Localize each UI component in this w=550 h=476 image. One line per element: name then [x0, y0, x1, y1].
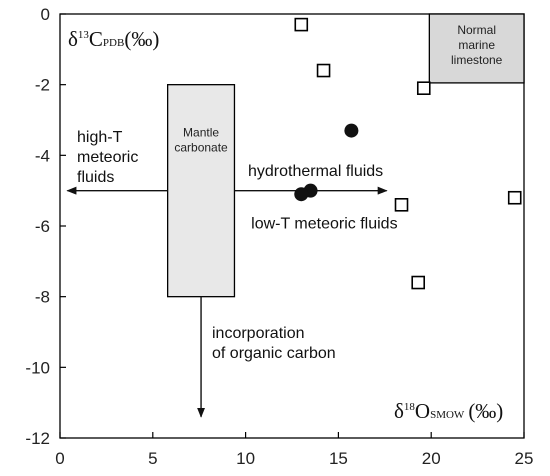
x-tick-label: 25: [515, 449, 534, 468]
boxes-layer: [166, 13, 525, 298]
open-square-point: [316, 63, 331, 78]
arrow-label-line: of organic carbon: [212, 345, 336, 362]
arrow-label-line: fluids: [77, 169, 114, 186]
box-label-line: carbonate: [174, 141, 228, 155]
open-square-point: [416, 81, 431, 95]
y-tick-label: 0: [41, 5, 50, 24]
x-tick-label: 10: [236, 449, 255, 468]
y-tick-label: -10: [25, 358, 50, 377]
x-tick-label: 0: [55, 449, 64, 468]
y-tick-label: -8: [35, 288, 50, 307]
x-axis-title-unit: (‰): [468, 399, 503, 423]
mantle-carbonate-box: [166, 84, 236, 298]
arrow-label-line: hydrothermal fluids: [248, 163, 383, 180]
y-tick-label: -4: [35, 146, 50, 165]
annotation-label: low-T meteoric fluids: [251, 215, 397, 232]
x-axis-title: δ18OSMOW (‰): [394, 399, 503, 423]
points-layer: [294, 17, 522, 290]
x-tick-label: 15: [329, 449, 348, 468]
box-label-line: Normal: [457, 23, 496, 37]
open-square-point: [394, 198, 409, 212]
box-label-line: limestone: [451, 53, 503, 67]
y-axis-title-sup: 13: [78, 29, 90, 41]
y-axis-title-unit: (‰): [124, 27, 159, 51]
filled-circle-point: [294, 187, 309, 202]
ticks-layer: 0 5 10 15 20 25 0 -2 -4 -6 -8 -10 -12: [25, 5, 533, 468]
arrow-label-line: incorporation: [212, 325, 305, 342]
y-tick-label: -6: [35, 217, 50, 236]
open-square-point: [294, 17, 309, 32]
x-axis-title-base: O: [415, 399, 430, 423]
y-tick-label: -2: [35, 76, 50, 95]
box-label-line: marine: [458, 38, 495, 52]
x-axis-title-sup: 18: [404, 401, 416, 413]
x-axis-title-main: δ: [394, 399, 404, 423]
normal-marine-limestone-box: [428, 13, 525, 84]
x-tick-label: 5: [148, 449, 157, 468]
arrow-label-line: meteoric: [77, 149, 138, 166]
filled-circle-point: [344, 123, 359, 138]
y-axis-title-main: δ: [68, 27, 78, 51]
arrow-label-line: high-T: [77, 129, 123, 146]
y-axis-title-sub: PDB: [103, 37, 124, 49]
open-square-point: [507, 190, 522, 205]
x-tick-label: 20: [422, 449, 441, 468]
y-axis-title: δ13CPDB(‰): [68, 27, 159, 51]
y-tick-label: -12: [25, 429, 50, 448]
box-label-line: Mantle: [183, 126, 219, 140]
open-square-point: [411, 275, 426, 290]
y-axis-title-base: C: [89, 27, 103, 51]
x-axis-title-sub: SMOW: [430, 409, 465, 421]
